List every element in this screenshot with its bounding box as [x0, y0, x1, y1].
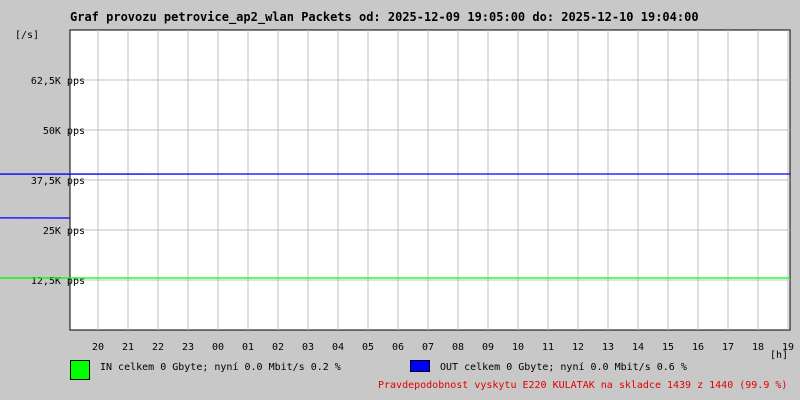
chart-title: Graf provozu petrovice_ap2_wlan Packets …	[70, 10, 699, 24]
x-tick-label: 15	[662, 342, 674, 353]
y-tick-label: 37,5K pps	[31, 176, 85, 187]
legend-swatch-in	[70, 360, 90, 380]
legend-label-out: OUT celkem 0 Gbyte; nyní 0.0 Mbit/s 0.6 …	[440, 362, 687, 373]
x-tick-label: 14	[632, 342, 644, 353]
x-tick-label: 21	[122, 342, 134, 353]
y-tick-label: 12,5K pps	[31, 276, 85, 287]
x-tick-label: 00	[212, 342, 224, 353]
x-tick-label: 13	[602, 342, 614, 353]
y-tick-label: 50K pps	[43, 126, 85, 137]
footer-note: Pravdepodobnost vyskytu E220 KULATAK na …	[378, 380, 788, 391]
legend-label-in: IN celkem 0 Gbyte; nyní 0.0 Mbit/s 0.2 %	[100, 362, 341, 373]
y-axis-unit: [/s]	[15, 30, 40, 41]
x-tick-label: 19	[782, 342, 794, 353]
x-tick-label: 18	[752, 342, 764, 353]
x-tick-label: 20	[92, 342, 104, 353]
x-tick-label: 23	[182, 342, 194, 353]
x-tick-label: 12	[572, 342, 584, 353]
x-tick-label: 02	[272, 342, 284, 353]
x-tick-label: 10	[512, 342, 524, 353]
y-tick-label: 25K pps	[43, 226, 85, 237]
x-tick-label: 09	[482, 342, 494, 353]
x-tick-label: 11	[542, 342, 554, 353]
x-tick-label: 16	[692, 342, 704, 353]
x-tick-label: 03	[302, 342, 314, 353]
x-tick-label: 01	[242, 342, 254, 353]
x-tick-label: 06	[392, 342, 404, 353]
x-tick-label: 05	[362, 342, 374, 353]
x-tick-label: 07	[422, 342, 434, 353]
y-tick-label: 62,5K pps	[31, 76, 85, 87]
x-tick-label: 08	[452, 342, 464, 353]
x-tick-label: 22	[152, 342, 164, 353]
x-axis-unit: [h]	[770, 350, 789, 361]
legend-swatch-out	[410, 360, 430, 372]
x-tick-label: 17	[722, 342, 734, 353]
x-tick-label: 04	[332, 342, 344, 353]
